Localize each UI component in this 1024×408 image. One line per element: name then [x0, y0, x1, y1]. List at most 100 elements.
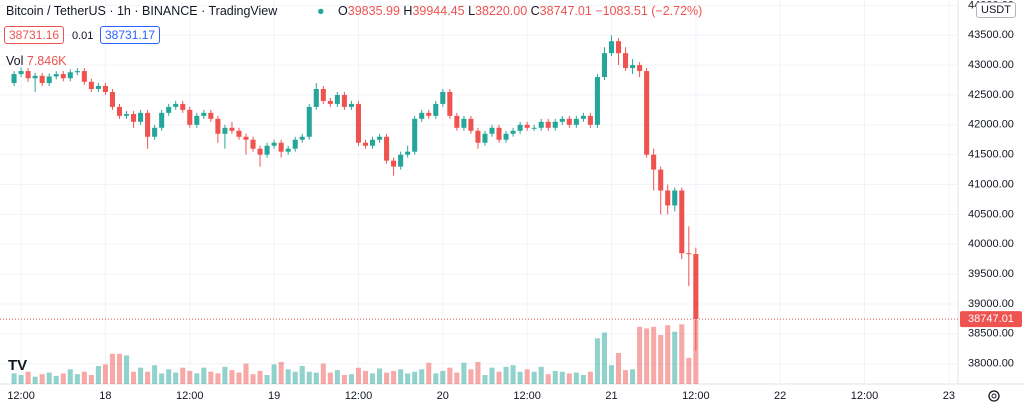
y-tick-label: 42000.00	[968, 119, 1014, 131]
volume-bar	[623, 370, 629, 384]
candle-body	[138, 112, 144, 122]
candle-body	[145, 112, 151, 137]
volume-bar	[377, 368, 383, 384]
volume-bar	[180, 367, 186, 384]
candle-body	[440, 91, 446, 104]
volume-bar	[615, 352, 622, 384]
volume-bar	[391, 370, 397, 384]
candle-body	[686, 253, 692, 255]
exchange: BINANCE	[142, 4, 198, 18]
candle-body	[405, 151, 411, 155]
volume-bar	[658, 334, 664, 384]
source: TradingView	[208, 4, 278, 18]
volume-bar	[236, 372, 242, 384]
candle-body	[559, 118, 565, 122]
volume-bar	[419, 369, 425, 384]
candle-body	[39, 75, 45, 84]
y-tick-label: 38000.00	[968, 358, 1014, 370]
candle-body	[637, 65, 643, 72]
volume-bar	[229, 370, 235, 384]
candle-body	[201, 112, 207, 116]
volume-bar	[461, 362, 467, 384]
volume-bar	[475, 361, 481, 384]
volume-bar	[285, 369, 291, 384]
candle-body	[475, 130, 481, 143]
candle-body	[222, 127, 228, 134]
volume-bar	[531, 371, 537, 384]
x-tick-label: 12:00	[7, 390, 35, 402]
o-value: 39835.99	[347, 4, 400, 18]
change: −1083.51 (−2.72%)	[595, 4, 703, 18]
volume-bar	[482, 375, 488, 384]
candle-body	[313, 88, 319, 107]
sell-price[interactable]: 38731.16	[4, 26, 65, 44]
candle-body	[334, 94, 340, 104]
volume-bar	[109, 353, 115, 384]
candle-body	[580, 115, 586, 119]
volume-bar	[74, 374, 80, 384]
candle-body	[468, 118, 474, 131]
volume-bar	[264, 375, 270, 384]
candle-body	[384, 136, 390, 161]
candle-body	[250, 139, 256, 149]
interval[interactable]: 1h	[116, 4, 131, 18]
candle-body	[594, 77, 600, 125]
current-price-label: 38747.01	[968, 313, 1014, 325]
candle-body	[173, 103, 179, 107]
candle-body	[32, 75, 38, 79]
candle-body	[18, 71, 24, 75]
symbol[interactable]: Bitcoin / TetherUS	[6, 4, 106, 18]
gear-center[interactable]	[991, 393, 997, 399]
volume-bar	[630, 369, 636, 384]
candle-body	[271, 142, 277, 146]
buy-price[interactable]: 38731.17	[100, 26, 161, 44]
candle-body	[454, 115, 460, 128]
candle-body	[679, 190, 685, 254]
y-tick-label: 39000.00	[968, 298, 1014, 310]
status-dot: ●	[317, 4, 325, 18]
volume-bar	[644, 328, 650, 384]
candle-body	[264, 145, 270, 155]
volume-bar	[545, 374, 551, 384]
ohlc-line: ● O39835.99 H39944.45 L38220.00 C38747.0…	[317, 4, 702, 18]
volume-bar	[637, 326, 643, 384]
settings-icon[interactable]	[988, 390, 1000, 402]
candle-body	[566, 118, 572, 125]
volume-bar	[95, 366, 101, 384]
volume-bar	[208, 371, 214, 384]
volume-bar	[278, 361, 284, 384]
volume-bar	[538, 366, 544, 384]
y-tick-label: 41000.00	[968, 178, 1014, 190]
candle-body	[46, 76, 52, 84]
volume-bar	[215, 373, 221, 384]
y-tick-label: 39500.00	[968, 268, 1014, 280]
spread: 0.01	[72, 30, 94, 42]
candle-body	[292, 139, 298, 149]
volume-bar	[53, 375, 59, 384]
y-tick-label: 43000.00	[968, 59, 1014, 71]
x-tick-label: 20	[437, 390, 449, 402]
volume-bar	[201, 367, 207, 384]
gear[interactable]	[988, 390, 1000, 402]
currency[interactable]: USDT	[976, 2, 1016, 18]
volume-bar	[433, 373, 439, 384]
candle-body	[166, 106, 172, 113]
l-prefix: L	[468, 4, 476, 18]
candle-body	[327, 100, 333, 104]
volume-bar	[60, 373, 66, 384]
candle-body	[538, 121, 544, 128]
volume-bar	[524, 369, 530, 384]
volume-legend: Vol 7.846K	[6, 54, 67, 68]
volume-bar	[510, 365, 516, 384]
candle-body	[672, 190, 678, 206]
volume-bar	[362, 370, 369, 384]
volume-bar	[489, 367, 495, 384]
volume-bar	[426, 362, 432, 384]
candle-body	[102, 85, 108, 92]
volume-bar	[187, 370, 193, 384]
volume-bar	[496, 371, 502, 384]
candle-body	[341, 94, 347, 107]
candle-body	[159, 112, 165, 128]
